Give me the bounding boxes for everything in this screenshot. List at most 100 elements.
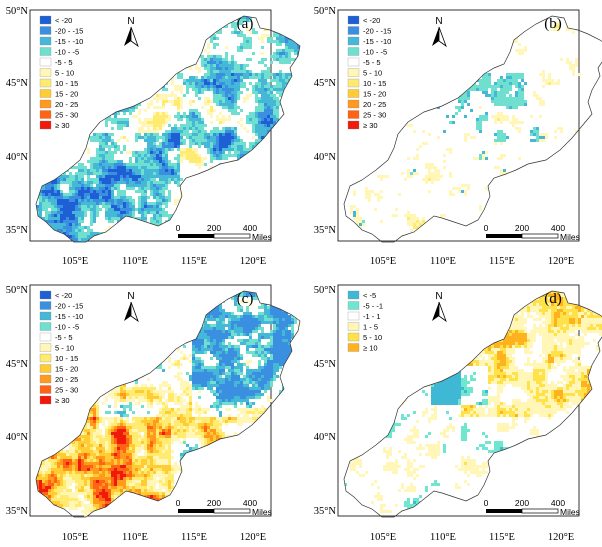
lon-label: 105°E	[62, 532, 88, 543]
north-label: N	[435, 16, 442, 27]
legend-swatch	[347, 89, 360, 98]
legend-item: -10 - -5	[347, 47, 387, 56]
legend-swatch	[347, 332, 360, 342]
legend-swatch	[347, 68, 360, 77]
lon-label: 115°E	[489, 532, 515, 543]
lon-label: 110°E	[430, 532, 456, 543]
scale-tick: 400	[551, 498, 565, 508]
lon-label: 115°E	[181, 256, 207, 267]
legend-label: 25 - 30	[363, 110, 386, 119]
scale-unit: Miles	[560, 507, 580, 517]
scale-segment-light	[213, 508, 251, 514]
legend-item: -5 - 5	[39, 333, 73, 342]
legend-label: < -20	[363, 16, 380, 25]
legend-label: -20 - -15	[55, 26, 83, 35]
legend-item: 5 - 10	[347, 332, 382, 342]
lon-label: 120°E	[240, 256, 266, 267]
panel-tag: (d)	[544, 291, 562, 307]
legend-swatch	[347, 290, 360, 300]
legend-item: -15 - -10	[39, 37, 83, 46]
north-arrow-left	[432, 27, 439, 46]
lon-label: 115°E	[489, 256, 515, 267]
legend-item: -15 - -10	[347, 37, 391, 46]
legend-label: -1 - 1	[363, 312, 381, 321]
legend-label: -5 - 5	[55, 333, 73, 342]
legend-item: -5 - -1	[347, 301, 383, 310]
lon-label: 120°E	[240, 532, 266, 543]
lon-labels-b: 105°E 110°E 115°E 120°E	[370, 256, 574, 267]
north-arrow: N	[124, 291, 139, 323]
legend-item: -20 - -15	[39, 26, 83, 35]
legend-label: ≥ 30	[363, 121, 378, 130]
legend-swatch	[347, 15, 360, 25]
legend-label: 10 - 15	[55, 354, 78, 363]
lat-label: 40°N	[314, 432, 337, 443]
legend-label: 20 - 25	[363, 100, 386, 109]
legend-item: -10 - -5	[39, 47, 79, 56]
legend-item: -15 - -10	[39, 311, 83, 321]
legend-item: 20 - 25	[39, 375, 78, 384]
lon-label: 105°E	[370, 256, 396, 267]
legend-item: 5 - 10	[347, 68, 382, 77]
lat-label: 40°N	[6, 432, 29, 443]
scale-tick: 200	[515, 498, 529, 508]
legend-swatch	[39, 311, 52, 321]
legend-item: 10 - 15	[39, 78, 78, 88]
legend-label: -10 - -5	[55, 47, 79, 56]
north-arrow: N	[432, 16, 447, 48]
legend-swatch	[39, 343, 52, 352]
legend-item: 15 - 20	[39, 364, 78, 373]
legend-swatch	[39, 78, 52, 88]
region-outline	[343, 15, 602, 243]
legend-label: < -20	[55, 291, 72, 300]
legend-swatch	[347, 26, 360, 35]
region-outline	[35, 15, 301, 243]
lat-labels-a: 50°N 45°N 40°N 35°N	[6, 6, 29, 236]
lat-labels-b: 50°N 45°N 40°N 35°N	[314, 6, 337, 236]
legend-item: < -20	[39, 290, 72, 300]
lat-label: 45°N	[314, 359, 337, 370]
scale-tick: 400	[243, 223, 257, 233]
north-arrow-left	[432, 302, 439, 321]
region-outline	[343, 290, 602, 518]
scale-tick: 0	[484, 498, 489, 508]
legend-label: 5 - 10	[55, 68, 74, 77]
legend-label: ≥ 10	[363, 343, 378, 352]
legend-item: 1 - 5	[347, 322, 378, 331]
legend-label: -10 - -5	[363, 47, 387, 56]
legend-item: -1 - 1	[347, 312, 381, 321]
legend-swatch	[39, 68, 52, 77]
legend-label: 5 - 10	[363, 333, 382, 342]
legend-swatch	[39, 364, 52, 373]
scale-tick: 200	[207, 498, 221, 508]
legend-swatch	[347, 301, 360, 310]
legend-label: -15 - -10	[55, 312, 83, 321]
lat-labels-c: 50°N 45°N 40°N 35°N	[6, 285, 29, 517]
legend-swatch	[39, 47, 52, 56]
legend-swatch	[39, 110, 52, 119]
lat-label: 50°N	[314, 6, 337, 17]
north-arrow: N	[124, 16, 139, 48]
scale-tick: 400	[243, 498, 257, 508]
legend-item: -5 - 5	[39, 58, 73, 67]
lat-label: 45°N	[6, 359, 29, 370]
legend-item: < -5	[347, 290, 376, 300]
scale-segment-light	[213, 233, 251, 239]
scale-unit: Miles	[252, 232, 272, 242]
legend-swatch	[39, 290, 52, 300]
legend-label: -5 - 5	[55, 58, 73, 67]
scale-segment-light	[521, 508, 559, 514]
scale-segment-light	[521, 233, 559, 239]
legend-label: 25 - 30	[55, 110, 78, 119]
lat-label: 50°N	[314, 285, 337, 296]
legend-label: -10 - -5	[55, 322, 79, 331]
legend-swatch	[347, 57, 360, 67]
lat-label: 50°N	[6, 285, 29, 296]
legend-label: -5 - -1	[363, 301, 383, 310]
legend-swatch	[347, 120, 360, 130]
lon-labels-a: 105°E 110°E 115°E 120°E	[62, 256, 266, 267]
